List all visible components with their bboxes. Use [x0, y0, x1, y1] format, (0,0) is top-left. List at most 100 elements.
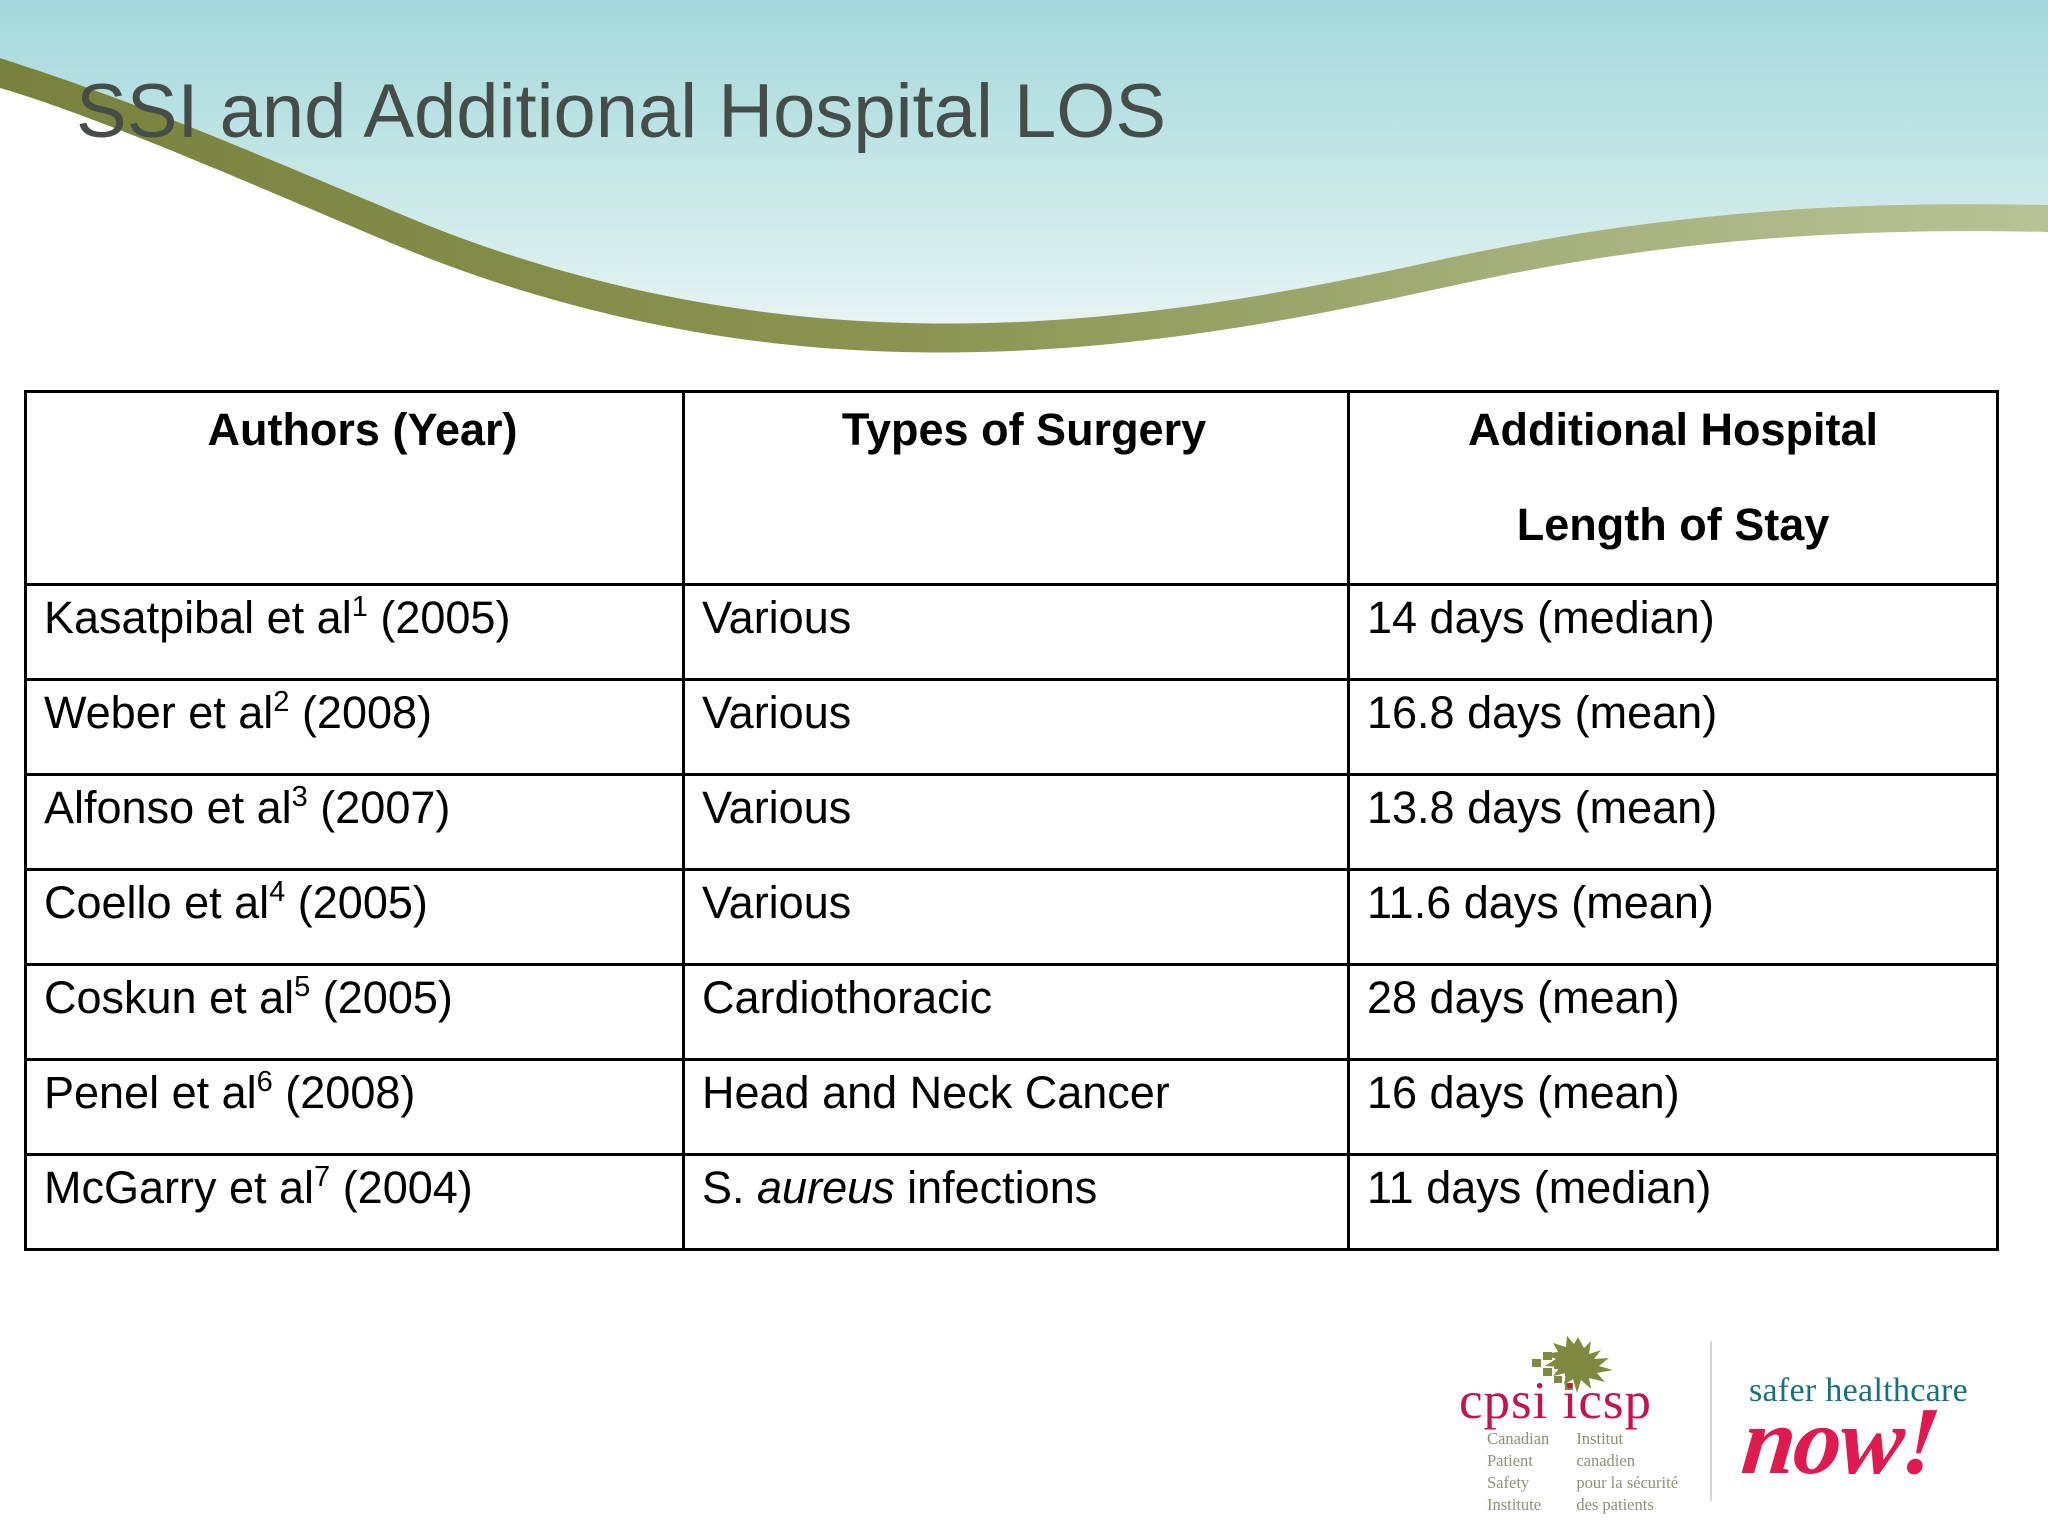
- reference-superscript: 3: [291, 781, 308, 813]
- reference-superscript: 1: [351, 591, 368, 623]
- reference-superscript: 7: [314, 1161, 331, 1193]
- shn-now-script: now!: [1737, 1387, 1944, 1494]
- table-header: Authors (Year) Types of Surgery Addition…: [24, 390, 1999, 586]
- table-row: Penel et al6 (2008) Head and Neck Cancer…: [24, 1058, 1999, 1156]
- table-row: McGarry et al7 (2004) S. aureus infectio…: [24, 1153, 1999, 1251]
- surgery-text: Head and Neck Cancer: [702, 1067, 1170, 1118]
- table-row: Weber et al2 (2008) Various 16.8 days (m…: [24, 678, 1999, 776]
- page-title: SSI and Additional Hospital LOS: [76, 69, 1167, 154]
- cell-los: 13.8 days (mean): [1347, 773, 1999, 871]
- table-row: Coello et al4 (2005) Various 11.6 days (…: [24, 868, 1999, 966]
- safer-healthcare-now-logo: safer healthcare now!: [1737, 1341, 2023, 1516]
- cell-los: 16.8 days (mean): [1347, 678, 1999, 776]
- cell-los: 11.6 days (mean): [1347, 868, 1999, 966]
- banner-graphic: [0, 0, 2048, 353]
- author-name: Kasatpibal et al: [44, 592, 352, 643]
- surgery-text: S. aureus infections: [685, 1156, 1347, 1210]
- cpsi-fr-line4: des patients: [1576, 1494, 1654, 1514]
- reference-superscript: 2: [273, 686, 290, 718]
- author-name: Coskun et al: [44, 972, 295, 1023]
- author-name: Alfonso et al: [44, 782, 292, 833]
- footer-logos: cpsi icsp Canadian Patient Safety Instit…: [1455, 1335, 2035, 1525]
- column-header-authors: Authors (Year): [24, 390, 685, 586]
- author-text: Weber et al2 (2008): [27, 681, 682, 738]
- surgery-text: Cardiothoracic: [702, 972, 993, 1023]
- author-name: Coello et al: [44, 877, 270, 928]
- column-header-surgery: Types of Surgery: [682, 390, 1350, 586]
- column-header-los-line1: Additional Hospital: [1468, 404, 1878, 455]
- author-name: McGarry et al: [44, 1162, 315, 1213]
- los-text: 14 days (median): [1367, 592, 1715, 643]
- maple-leaf-icon: [1532, 1336, 1613, 1393]
- cell-author: Kasatpibal et al1 (2005): [24, 583, 685, 681]
- author-name: Weber et al: [44, 687, 274, 738]
- author-year: (2008): [289, 687, 433, 738]
- los-text: 16 days (mean): [1367, 1067, 1680, 1118]
- cell-surgery: Various: [682, 868, 1350, 966]
- los-text: 13.8 days (mean): [1367, 782, 1718, 833]
- los-table: Authors (Year) Types of Surgery Addition…: [24, 390, 1999, 1251]
- slide-banner: [0, 0, 2048, 400]
- cpsi-en-line2: Patient: [1487, 1450, 1533, 1470]
- cell-los: 28 days (mean): [1347, 963, 1999, 1061]
- table-body: Kasatpibal et al1 (2005) Various 14 days…: [24, 583, 1999, 1251]
- cell-author: Alfonso et al3 (2007): [24, 773, 685, 871]
- surgery-organism: aureus: [757, 1162, 895, 1213]
- cell-author: McGarry et al7 (2004): [24, 1153, 685, 1251]
- cell-surgery: S. aureus infections: [682, 1153, 1350, 1251]
- cpsi-en-line1: Canadian: [1487, 1429, 1550, 1448]
- table-row: Alfonso et al3 (2007) Various 13.8 days …: [24, 773, 1999, 871]
- reference-superscript: 6: [256, 1066, 273, 1098]
- cpsi-fr-line3: pour la sécurité: [1576, 1472, 1679, 1492]
- cell-author: Penel et al6 (2008): [24, 1058, 685, 1156]
- shn-tagline: safer healthcare: [1749, 1372, 1969, 1409]
- column-header-los-label: Additional Hospital Length of Stay: [1350, 393, 1996, 547]
- column-header-surgery-label: Types of Surgery: [841, 404, 1207, 455]
- surgery-text: Various: [702, 782, 852, 833]
- author-year: (2004): [330, 1162, 473, 1213]
- cell-los: 11 days (median): [1347, 1153, 1999, 1251]
- cell-los: 16 days (mean): [1347, 1058, 1999, 1156]
- column-header-los: Additional Hospital Length of Stay: [1347, 390, 1999, 586]
- cpsi-logo: cpsi icsp Canadian Patient Safety Instit…: [1455, 1335, 1715, 1520]
- los-text: 16.8 days (mean): [1367, 687, 1718, 738]
- author-text: McGarry et al7 (2004): [27, 1156, 682, 1213]
- table-header-row: Authors (Year) Types of Surgery Addition…: [24, 390, 1999, 586]
- los-text: 28 days (mean): [1367, 972, 1680, 1023]
- cell-surgery: Head and Neck Cancer: [682, 1058, 1350, 1156]
- author-year: (2007): [307, 782, 451, 833]
- surgery-text: Various: [702, 687, 852, 738]
- author-year: (2005): [367, 592, 511, 643]
- table-row: Coskun et al5 (2005) Cardiothoracic 28 d…: [24, 963, 1999, 1061]
- cpsi-subtitles: Canadian Patient Safety Institute Instit…: [1487, 1428, 1678, 1516]
- cell-los: 14 days (median): [1347, 583, 1999, 681]
- cpsi-en-line3: Safety: [1487, 1472, 1530, 1492]
- cpsi-fr-line1: Institut: [1576, 1429, 1624, 1448]
- author-year: (2005): [285, 877, 428, 928]
- cell-surgery: Various: [682, 583, 1350, 681]
- cell-author: Weber et al2 (2008): [24, 678, 685, 776]
- author-name: Penel et al: [44, 1067, 257, 1118]
- los-text: 11 days (median): [1367, 1162, 1712, 1213]
- author-year: (2008): [272, 1067, 416, 1118]
- table-row: Kasatpibal et al1 (2005) Various 14 days…: [24, 583, 1999, 681]
- cpsi-french-subtitle: Institut canadien pour la sécurité des p…: [1576, 1428, 1678, 1516]
- author-text: Coello et al4 (2005): [27, 871, 682, 928]
- cpsi-fr-line2: canadien: [1576, 1450, 1635, 1470]
- cell-surgery: Various: [682, 678, 1350, 776]
- author-text: Alfonso et al3 (2007): [27, 776, 682, 833]
- reference-superscript: 5: [294, 971, 311, 1003]
- author-text: Penel et al6 (2008): [27, 1061, 682, 1118]
- surgery-text: Various: [702, 592, 852, 643]
- author-text: Kasatpibal et al1 (2005): [27, 586, 682, 643]
- cpsi-english-subtitle: Canadian Patient Safety Institute: [1487, 1428, 1549, 1516]
- column-header-authors-label: Authors (Year): [207, 404, 518, 455]
- cpsi-wordmark: cpsi icsp: [1459, 1372, 1652, 1430]
- los-text: 11.6 days (mean): [1367, 877, 1714, 928]
- reference-superscript: 4: [269, 876, 286, 908]
- cell-surgery: Various: [682, 773, 1350, 871]
- cell-author: Coello et al4 (2005): [24, 868, 685, 966]
- cell-surgery: Cardiothoracic: [682, 963, 1350, 1061]
- author-year: (2005): [310, 972, 453, 1023]
- cpsi-en-line4: Institute: [1487, 1494, 1542, 1514]
